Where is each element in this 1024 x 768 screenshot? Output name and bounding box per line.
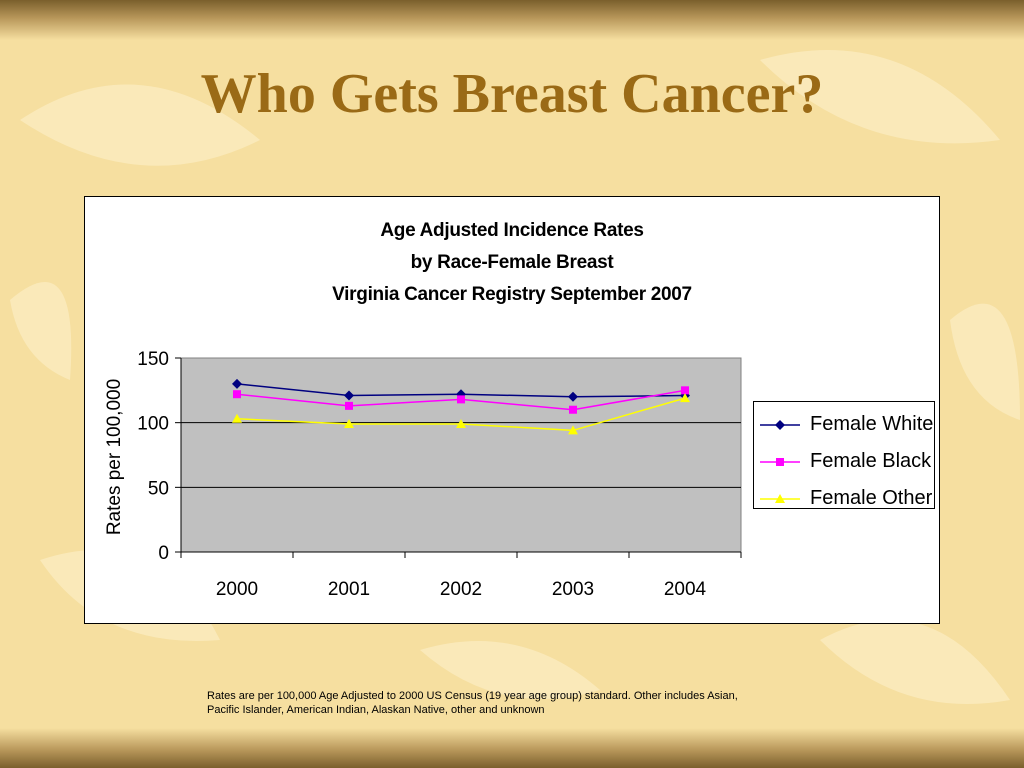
footnote: Rates are per 100,000 Age Adjusted to 20… [207,689,807,717]
chart-title: Age Adjusted Incidence Rates by Race-Fem… [85,215,939,311]
data-point-triangle [232,413,242,423]
legend-line-square-marker [760,458,800,466]
chart-title-line-2: by Race-Female Breast [410,252,614,273]
legend-line-triangle-marker [760,494,800,503]
data-point-triangle [456,418,466,428]
chart-title-line-1: Age Adjusted Incidence Rates [380,220,644,241]
x-tick-label: 2000 [216,579,258,600]
data-point-square [233,390,241,399]
x-tick-label: 2004 [664,579,707,600]
chart-container: Age Adjusted Incidence Rates by Race-Fem… [84,196,940,624]
y-tick-label: 50 [148,478,169,499]
data-point-square [681,386,689,395]
top-shade [0,0,1024,40]
slide-title: Who Gets Breast Cancer? [200,63,824,125]
line-chart: 0 50 100 150 2000 2001 2002 2003 2004 Rates per 1… [104,349,742,600]
x-tick-label: 2003 [552,579,594,600]
legend-item-female-black: Female Black [754,446,934,476]
footnote-line-1: Rates are per 100,000 Age Adjusted to 20… [207,690,738,702]
data-point-diamond [568,391,578,402]
legend-label: Female White [810,413,934,435]
bottom-shade [0,728,1024,768]
y-tick-label: 100 [137,414,169,435]
legend-item-female-other: Female Other [754,483,934,513]
y-tick-label: 0 [158,543,169,564]
data-point-triangle [568,425,578,435]
data-point-diamond [232,378,242,389]
data-point-triangle [680,393,690,403]
legend-item-female-white: Female White [754,409,934,439]
x-tick-label: 2002 [440,579,482,600]
y-tick-label: 150 [137,349,169,370]
chart-legend: Female White Female Black Female Other [753,401,935,509]
y-axis-title: Rates per 100,000 [104,379,125,535]
legend-label: Female Other [810,487,933,509]
chart-title-line-3: Virginia Cancer Registry September 2007 [332,284,692,305]
x-tick-label: 2001 [328,579,370,600]
data-point-square [569,405,577,414]
data-point-triangle [344,418,354,428]
legend-label: Female Black [810,450,932,472]
footnote-line-2: Pacific Islander, American Indian, Alask… [207,704,545,716]
data-point-square [345,401,353,410]
data-point-square [457,395,465,404]
data-point-diamond [344,390,354,401]
legend-line-diamond-marker [760,420,800,430]
